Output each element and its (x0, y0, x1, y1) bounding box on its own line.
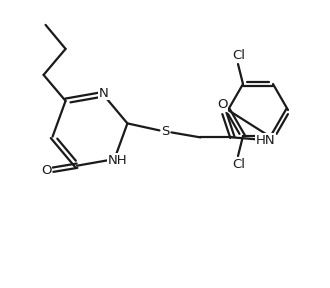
Text: O: O (217, 98, 228, 111)
Text: HN: HN (256, 134, 275, 147)
Text: NH: NH (108, 154, 127, 167)
Text: Cl: Cl (233, 48, 246, 62)
Text: Cl: Cl (233, 158, 246, 171)
Text: N: N (99, 87, 109, 100)
Text: S: S (161, 125, 170, 138)
Text: O: O (41, 164, 51, 177)
